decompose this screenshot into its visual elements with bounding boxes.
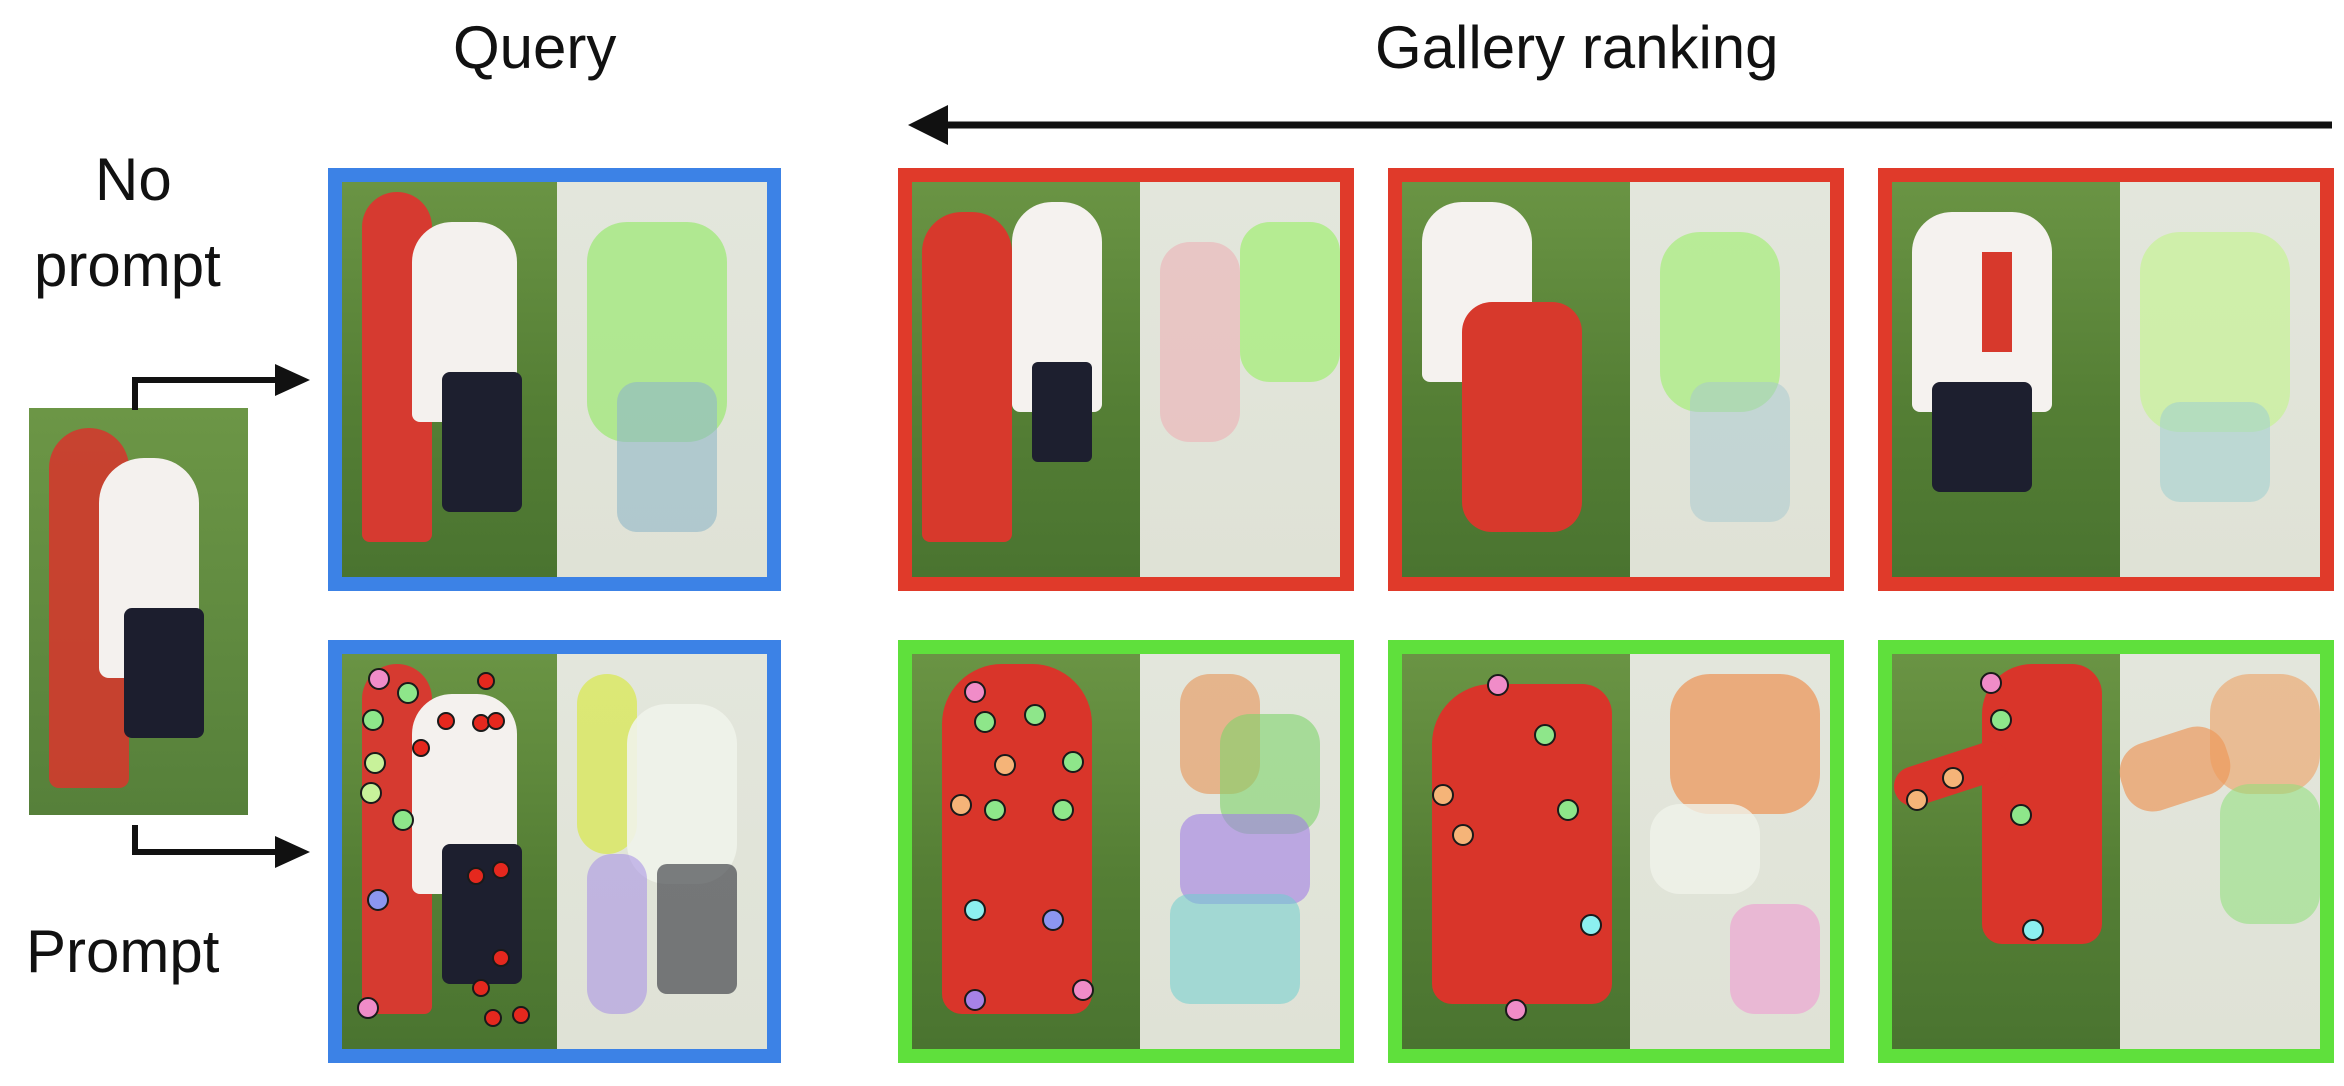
- keypoint: [950, 794, 972, 816]
- keypoint: [412, 739, 430, 757]
- gallery-image-half: [912, 182, 1140, 577]
- query-image-half: [342, 182, 557, 577]
- keypoint: [367, 889, 389, 911]
- keypoint: [2010, 804, 2032, 826]
- query-heatmap-half: [557, 182, 767, 577]
- gallery-frame-row2-2: [1388, 640, 1844, 1063]
- input-image: [29, 408, 248, 815]
- keypoint: [1072, 979, 1094, 1001]
- keypoint: [437, 712, 455, 730]
- gallery-image-half: [1402, 654, 1630, 1049]
- gallery-frame-row2-1: [898, 640, 1354, 1063]
- keypoint: [477, 672, 495, 690]
- gallery-frame-row1-3: [1878, 168, 2334, 591]
- keypoint: [512, 1006, 530, 1024]
- keypoint: [1942, 767, 1964, 789]
- gallery-ranking-arrow: [908, 105, 2332, 145]
- gallery-heatmap-half: [1630, 182, 1830, 577]
- player-shorts-shape: [124, 608, 204, 738]
- row-label-prompt-word: prompt: [34, 232, 221, 299]
- keypoint: [1580, 914, 1602, 936]
- keypoint: [492, 949, 510, 967]
- row-label-prompt: Prompt: [26, 918, 220, 985]
- keypoint: [392, 809, 414, 831]
- keypoint: [492, 861, 510, 879]
- keypoint: [368, 668, 390, 690]
- query-image-half: [342, 654, 557, 1049]
- keypoint: [362, 709, 384, 731]
- keypoint: [1906, 789, 1928, 811]
- gallery-heatmap-half: [1140, 654, 1340, 1049]
- keypoint: [364, 752, 386, 774]
- query-frame-no-prompt: [328, 168, 781, 591]
- keypoint: [360, 782, 382, 804]
- gallery-image-half: [1892, 654, 2120, 1049]
- keypoint: [994, 754, 1016, 776]
- gallery-image-half: [912, 654, 1140, 1049]
- keypoint: [1024, 704, 1046, 726]
- gallery-heatmap-half: [1630, 654, 1830, 1049]
- keypoint: [1062, 751, 1084, 773]
- keypoint: [467, 867, 485, 885]
- gallery-image-half: [1402, 182, 1630, 577]
- keypoint: [1432, 784, 1454, 806]
- arrow-to-prompt: [132, 825, 310, 868]
- keypoint: [1052, 799, 1074, 821]
- keypoint: [1042, 909, 1064, 931]
- gallery-heading: Gallery ranking: [1375, 14, 1779, 81]
- query-heatmap-half: [557, 654, 767, 1049]
- keypoint: [964, 681, 986, 703]
- gallery-frame-row1-2: [1388, 168, 1844, 591]
- keypoint: [484, 1009, 502, 1027]
- keypoint: [984, 799, 1006, 821]
- gallery-heatmap-half: [1140, 182, 1340, 577]
- query-frame-prompt: [328, 640, 781, 1063]
- keypoint: [1557, 799, 1579, 821]
- keypoint: [974, 711, 996, 733]
- keypoint: [1452, 824, 1474, 846]
- keypoint: [397, 682, 419, 704]
- arrow-to-no-prompt: [132, 364, 310, 410]
- keypoint: [1487, 674, 1509, 696]
- keypoint: [964, 989, 986, 1011]
- keypoint: [1505, 999, 1527, 1021]
- keypoint: [1980, 672, 2002, 694]
- keypoint: [487, 712, 505, 730]
- keypoint: [964, 899, 986, 921]
- keypoint: [2022, 919, 2044, 941]
- keypoint: [472, 979, 490, 997]
- row-label-no: No: [95, 146, 172, 213]
- gallery-heatmap-half: [2111, 654, 2320, 1049]
- gallery-image-half: [1892, 182, 2120, 577]
- gallery-frame-row2-3: [1878, 640, 2334, 1063]
- keypoint: [357, 997, 379, 1019]
- keypoint: [1990, 709, 2012, 731]
- keypoint: [1534, 724, 1556, 746]
- gallery-heatmap-half: [2120, 182, 2320, 577]
- query-heading: Query: [453, 14, 617, 81]
- gallery-frame-row1-1: [898, 168, 1354, 591]
